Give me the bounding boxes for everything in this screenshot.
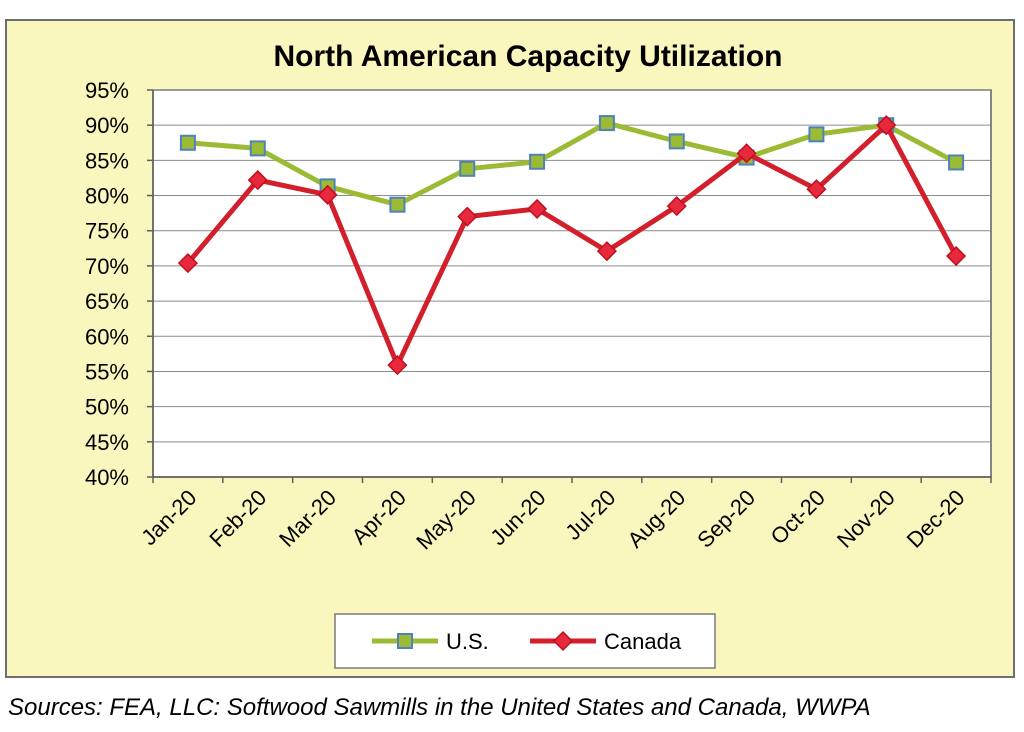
series-line-us bbox=[185, 120, 959, 208]
y-tick-label: 50% bbox=[85, 395, 129, 420]
y-tick-label: 45% bbox=[85, 430, 129, 455]
legend-marker-canada bbox=[552, 630, 574, 652]
data-point-us bbox=[389, 196, 406, 213]
data-point-us bbox=[459, 160, 476, 177]
y-tick-label: 70% bbox=[85, 254, 129, 279]
y-tick-label: 75% bbox=[85, 219, 129, 244]
data-point-canada bbox=[317, 184, 338, 205]
data-point-canada bbox=[247, 170, 268, 191]
data-point-canada bbox=[946, 245, 967, 267]
data-point-canada bbox=[387, 355, 408, 376]
series-us bbox=[179, 115, 965, 213]
data-point-us bbox=[948, 154, 965, 171]
y-tick-label: 90% bbox=[85, 113, 129, 138]
data-point-us bbox=[249, 140, 266, 157]
data-point-us bbox=[668, 133, 685, 150]
data-point-us bbox=[179, 134, 196, 151]
data-point-canada bbox=[527, 198, 548, 219]
data-point-canada bbox=[666, 196, 687, 217]
series-line-canada bbox=[185, 122, 959, 368]
plot-area bbox=[152, 89, 992, 478]
y-tick-label: 65% bbox=[85, 289, 129, 314]
legend-item-us: U.S. bbox=[372, 629, 489, 654]
data-point-canada bbox=[596, 241, 617, 262]
data-point-canada bbox=[806, 179, 827, 200]
y-tick-label: 85% bbox=[85, 148, 129, 173]
y-tick-label: 80% bbox=[85, 184, 129, 209]
data-point-canada bbox=[736, 143, 757, 164]
data-point-canada bbox=[177, 253, 198, 274]
y-tick-label: 95% bbox=[85, 78, 129, 103]
chart-title: North American Capacity Utilization bbox=[274, 40, 783, 73]
legend-marker-us bbox=[397, 633, 413, 649]
data-point-us bbox=[529, 153, 546, 170]
y-axis-tick-labels: 40% 45% 50% 55% 60% 65% 70% 75% 80% 85% 90% 95% bbox=[85, 78, 153, 490]
data-point-us bbox=[598, 115, 615, 132]
legend-label-us: U.S. bbox=[446, 629, 489, 654]
legend: U.S. Canada bbox=[334, 613, 716, 669]
data-point-us bbox=[808, 126, 825, 143]
gridlines bbox=[153, 89, 991, 443]
legend-label-canada: Canada bbox=[604, 629, 682, 654]
legend-item-canada: Canada bbox=[530, 629, 682, 654]
data-point-canada bbox=[876, 115, 897, 136]
y-tick-label: 55% bbox=[85, 359, 129, 384]
y-tick-label: 40% bbox=[85, 465, 129, 490]
source-note: Sources: FEA, LLC: Softwood Sawmills in … bbox=[8, 694, 871, 721]
y-tick-label: 60% bbox=[85, 324, 129, 349]
data-point-canada bbox=[457, 206, 478, 227]
chart-frame: North American Capacity Utilization 40%4… bbox=[5, 19, 1015, 678]
series-layer bbox=[177, 115, 967, 376]
series-canada bbox=[177, 115, 967, 376]
